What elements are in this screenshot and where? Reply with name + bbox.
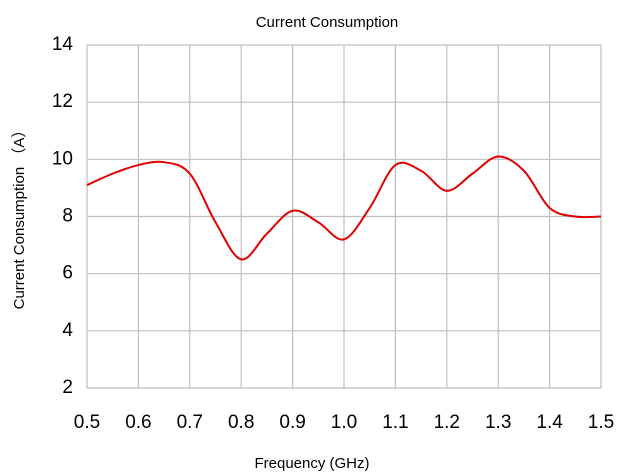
x-tick-label: 1.1 xyxy=(382,412,408,433)
y-tick-label: 14 xyxy=(52,34,74,55)
x-axis-label: Frequency (GHz) xyxy=(254,455,369,472)
y-tick-label: 10 xyxy=(52,148,73,169)
chart-title: Current Consumption xyxy=(256,14,399,31)
x-tick-label: 1.5 xyxy=(588,412,614,433)
x-tick-label: 0.9 xyxy=(279,412,305,433)
x-tick-label: 0.6 xyxy=(125,412,151,433)
y-tick-label: 2 xyxy=(62,377,73,398)
y-tick-label: 6 xyxy=(62,263,73,284)
x-tick-label: 0.8 xyxy=(228,412,254,433)
y-axis-label: Current Consumption （A） xyxy=(11,123,28,310)
data-line xyxy=(86,155,602,261)
y-tick-label: 8 xyxy=(62,206,73,227)
y-tick-label: 4 xyxy=(62,320,73,341)
y-tick-label: 12 xyxy=(52,91,73,112)
x-tick-label: 1.2 xyxy=(434,412,460,433)
x-tick-label: 1.4 xyxy=(536,412,563,433)
x-tick-label: 1.3 xyxy=(485,412,511,433)
x-tick-label: 0.7 xyxy=(177,412,203,433)
x-tick-label: 1.0 xyxy=(331,412,357,433)
x-tick-label: 0.5 xyxy=(74,412,100,433)
